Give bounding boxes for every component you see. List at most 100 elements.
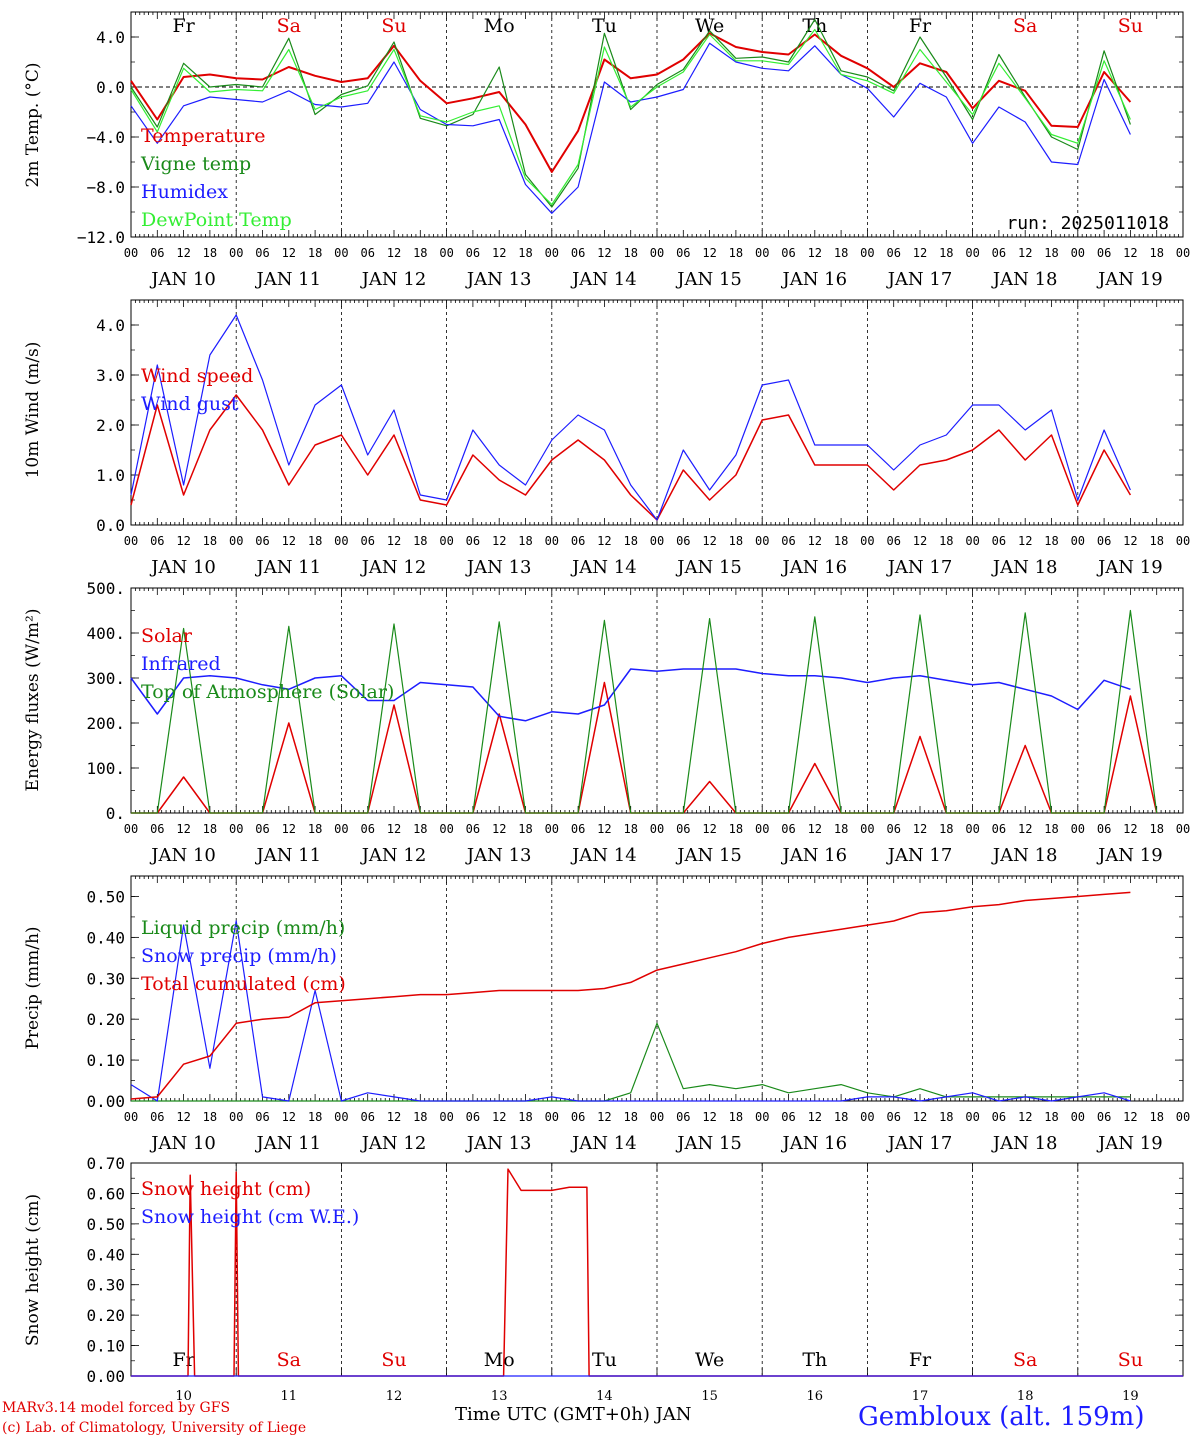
hour-label: 00: [1176, 822, 1190, 836]
hour-label: 00: [229, 246, 243, 260]
hour-label: 06: [360, 534, 374, 548]
hour-label: 00: [439, 822, 453, 836]
date-label: JAN 15: [675, 269, 742, 290]
y-tick-label: 0.50: [86, 1215, 125, 1234]
weekday-label: Fr: [909, 1349, 932, 1371]
hour-label: 18: [729, 822, 743, 836]
series-line-wind-speed: [130, 394, 1132, 521]
date-label: JAN 17: [886, 1133, 953, 1154]
hour-label: 06: [150, 246, 164, 260]
hour-label: 06: [571, 822, 585, 836]
hour-label: 18: [413, 1110, 427, 1124]
hour-label: 00: [650, 822, 664, 836]
hour-label: 00: [650, 534, 664, 548]
hour-label: 12: [597, 534, 611, 548]
hour-label: 18: [729, 1110, 743, 1124]
hour-label: 18: [308, 246, 322, 260]
hour-label: 18: [1044, 534, 1058, 548]
hour-label: 00: [965, 534, 979, 548]
legend-entry: DewPoint Temp: [141, 209, 292, 231]
date-label: JAN 12: [360, 269, 427, 290]
weekday-label: Tu: [592, 1349, 617, 1371]
hour-label: 18: [834, 534, 848, 548]
hour-label: 18: [308, 1110, 322, 1124]
date-label: JAN 17: [886, 557, 953, 578]
date-label: JAN 15: [675, 1133, 742, 1154]
weekday-label: Su: [1118, 15, 1143, 37]
hour-label: 18: [834, 1110, 848, 1124]
weekday-label: Sa: [277, 1349, 301, 1371]
y-tick-label: 0.60: [86, 1184, 125, 1203]
y-tick-label: 0.00: [86, 1367, 125, 1386]
hour-label: 12: [913, 534, 927, 548]
legend-entry: Snow height (cm): [141, 1178, 311, 1200]
date-label: JAN 15: [675, 557, 742, 578]
date-label: JAN 14: [570, 1133, 637, 1154]
series-line-humidex: [130, 42, 1131, 214]
hour-label: 12: [913, 246, 927, 260]
hour-label: 06: [676, 822, 690, 836]
hour-label: 00: [229, 822, 243, 836]
date-label: JAN 19: [1096, 1133, 1163, 1154]
hour-label: 00: [439, 534, 453, 548]
hour-label: 00: [545, 246, 559, 260]
hour-label: 12: [1018, 822, 1032, 836]
hour-label: 18: [518, 246, 532, 260]
hour-label: 00: [650, 246, 664, 260]
hour-label: 06: [781, 822, 795, 836]
date-label: JAN 17: [886, 269, 953, 290]
hour-label: 00: [229, 534, 243, 548]
y-tick-label: 0.10: [86, 1051, 125, 1070]
hour-label: 06: [781, 246, 795, 260]
hour-label: 12: [597, 246, 611, 260]
date-label: JAN 11: [255, 557, 322, 578]
hour-label: 00: [755, 1110, 769, 1124]
day-number-label: 17: [912, 1389, 929, 1404]
hour-label: 00: [545, 1110, 559, 1124]
hour-label: 12: [808, 246, 822, 260]
series-line-snow-precip-mm-h-: [130, 920, 1131, 1102]
hour-label: 12: [808, 1110, 822, 1124]
hour-label: 18: [1149, 822, 1163, 836]
panel-energy: 0. 100. 200. 300. 400. 500. Energy fluxes (W/m…: [23, 579, 1190, 866]
hour-label: 18: [1044, 822, 1058, 836]
hour-label: 00: [965, 822, 979, 836]
date-label: JAN 14: [570, 845, 637, 866]
hour-label: 06: [992, 534, 1006, 548]
hour-label: 06: [150, 534, 164, 548]
hour-label: 00: [124, 534, 138, 548]
hour-label: 12: [702, 534, 716, 548]
hour-label: 00: [124, 822, 138, 836]
hour-label: 06: [255, 246, 269, 260]
date-label: JAN 13: [465, 1133, 532, 1154]
hour-label: 00: [1176, 1110, 1190, 1124]
weekday-label: Fr: [909, 15, 932, 37]
date-label: JAN 10: [149, 845, 216, 866]
legend-entry: Wind speed: [141, 365, 253, 387]
y-tick-label: 0.50: [86, 887, 125, 906]
hour-label: 00: [334, 246, 348, 260]
hour-label: 06: [886, 534, 900, 548]
day-number-label: 11: [281, 1389, 298, 1404]
panel-precip: 0.00 0.10 0.20 0.30 0.40 0.50 Precip (mm/h) 00 0…: [23, 875, 1190, 1154]
hour-label: 12: [808, 822, 822, 836]
y-tick-label: 4.0: [96, 316, 125, 335]
date-label: JAN 19: [1096, 269, 1163, 290]
date-label: JAN 18: [991, 845, 1058, 866]
date-label: JAN 19: [1096, 845, 1163, 866]
date-label: JAN 19: [1096, 557, 1163, 578]
hour-label: 12: [492, 1110, 506, 1124]
hour-label: 00: [1071, 246, 1085, 260]
hour-label: 06: [255, 1110, 269, 1124]
legend-entry: Total cumulated (cm): [141, 973, 346, 995]
y-tick-label: 0.40: [86, 1245, 125, 1264]
hour-label: 06: [676, 1110, 690, 1124]
hour-label: 00: [1071, 534, 1085, 548]
weekday-label: Fr: [172, 1349, 195, 1371]
day-number-label: 12: [386, 1389, 403, 1404]
weekday-label: Sa: [1013, 1349, 1037, 1371]
y-tick-label: 300.: [86, 669, 125, 688]
hour-label: 18: [203, 534, 217, 548]
hour-label: 00: [334, 534, 348, 548]
